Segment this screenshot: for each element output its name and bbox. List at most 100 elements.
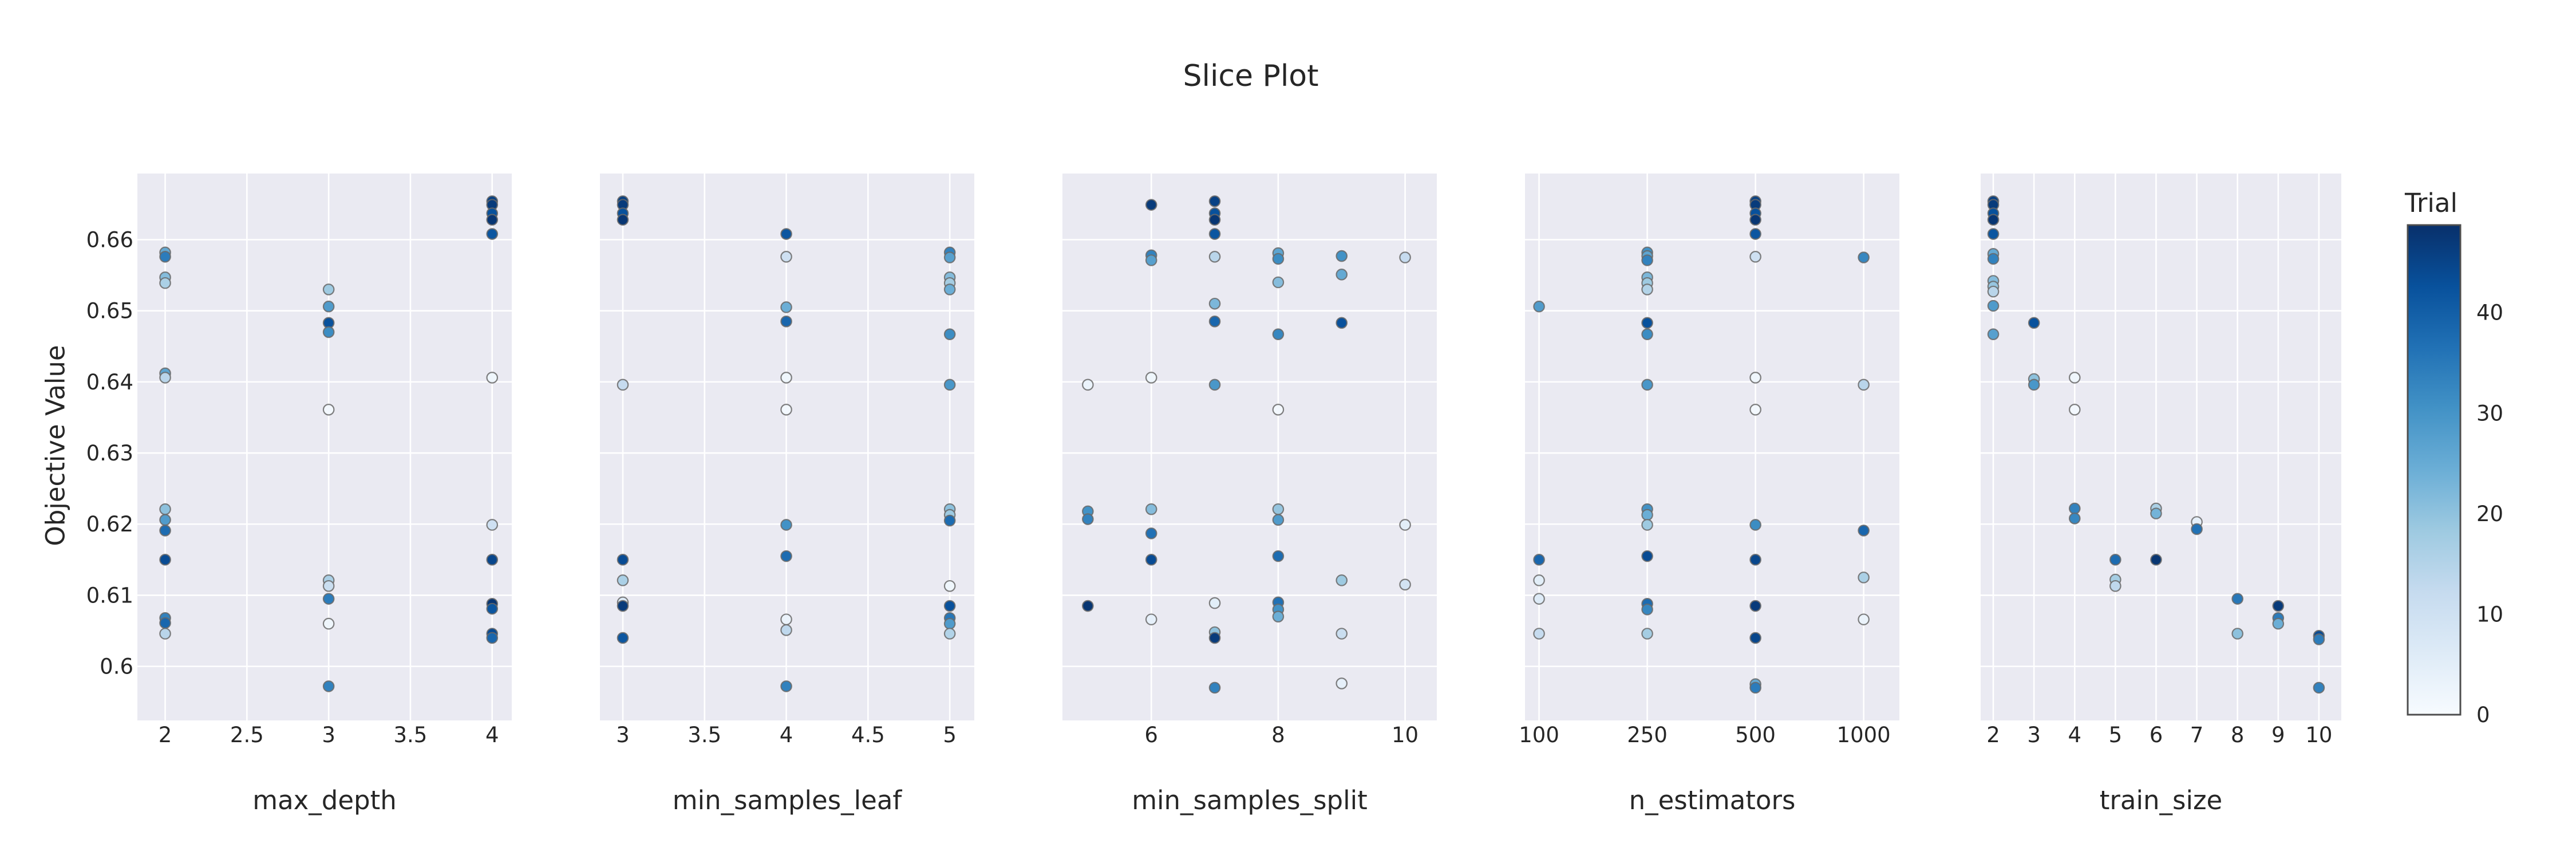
plot-background xyxy=(1062,174,1437,720)
trial-point xyxy=(1399,519,1411,531)
trial-point xyxy=(486,519,499,531)
trial-point xyxy=(617,554,629,566)
x-tick-label: 4 xyxy=(485,723,499,747)
trial-points xyxy=(1082,195,1411,694)
trial-points xyxy=(617,195,956,692)
trial-point xyxy=(617,379,629,391)
trial-point xyxy=(1145,254,1157,266)
trial-point xyxy=(1336,317,1348,329)
trial-point xyxy=(943,580,956,592)
trial-point xyxy=(1749,404,1761,416)
trial-point xyxy=(322,326,335,338)
trial-point xyxy=(322,300,335,313)
x-tick-label: 3 xyxy=(616,723,630,747)
trial-point xyxy=(322,593,335,605)
trial-point xyxy=(159,250,171,263)
trial-point xyxy=(1641,519,1653,531)
trial-point xyxy=(1145,554,1157,566)
trial-point xyxy=(1533,300,1545,313)
colorbar-tick-label: 40 xyxy=(2476,301,2503,325)
trial-point xyxy=(1533,554,1545,566)
trial-point xyxy=(1641,628,1653,640)
trial-point xyxy=(1336,250,1348,262)
trial-point xyxy=(1145,199,1157,211)
trial-point xyxy=(1208,597,1221,609)
trial-point xyxy=(1272,328,1285,340)
trial-point xyxy=(1272,404,1285,416)
trial-point xyxy=(780,404,792,416)
subplot-min_samples_leaf: 3 3.5 4 4.5 5 min_samples_leaf xyxy=(600,174,974,815)
trial-points xyxy=(159,195,499,692)
trial-point xyxy=(1145,503,1157,515)
trial-point xyxy=(159,525,171,537)
x-tick-label: 7 xyxy=(2190,723,2204,747)
trial-point xyxy=(943,251,956,263)
trial-point xyxy=(1272,550,1285,562)
trial-point xyxy=(617,600,629,612)
colorbar-tick-label: 30 xyxy=(2476,401,2503,425)
trial-point xyxy=(159,628,171,640)
colorbar-gradient xyxy=(2407,224,2462,716)
colorbar-tick-label: 20 xyxy=(2476,502,2503,526)
trial-point xyxy=(1336,677,1348,689)
trial-point xyxy=(1082,600,1094,612)
trial-point xyxy=(1208,297,1221,310)
trial-point xyxy=(159,617,171,629)
x-tick-label: 500 xyxy=(1735,723,1776,747)
x-tick-label: 4 xyxy=(780,723,793,747)
trial-point xyxy=(2150,507,2162,519)
trial-point xyxy=(1336,628,1348,640)
trial-point xyxy=(943,283,956,295)
trial-point xyxy=(1208,195,1221,207)
trial-point xyxy=(1749,250,1761,263)
trial-points xyxy=(1533,195,1870,694)
trial-point xyxy=(1749,600,1761,612)
trial-point xyxy=(1749,632,1761,644)
trial-point xyxy=(780,519,792,531)
x-tick-label: 3.5 xyxy=(394,723,428,747)
trial-point xyxy=(1272,253,1285,265)
trial-point xyxy=(2109,580,2121,592)
trial-point xyxy=(1987,328,2000,340)
trial-point xyxy=(2028,317,2040,329)
trial-point xyxy=(1272,610,1285,622)
trial-point xyxy=(1858,613,1870,625)
trial-point xyxy=(2028,379,2040,391)
x-tick-label: 2.5 xyxy=(230,723,264,747)
y-tick-label: 0.63 xyxy=(86,441,133,466)
trial-point xyxy=(780,228,792,240)
x-tick-label: 1000 xyxy=(1837,723,1891,747)
trial-point xyxy=(2068,502,2081,515)
trial-point xyxy=(1641,283,1653,295)
plot-background xyxy=(137,174,512,720)
figure-title: Slice Plot xyxy=(1183,59,1319,93)
y-tick-labels: 0.6 0.61 0.62 0.63 0.64 0.65 0.66 xyxy=(86,227,133,679)
trial-point xyxy=(1641,603,1653,616)
trial-point xyxy=(1749,554,1761,566)
trial-point xyxy=(1208,214,1221,226)
y-tick-label: 0.61 xyxy=(86,583,133,608)
trial-point xyxy=(943,328,956,340)
y-tick-label: 0.65 xyxy=(86,299,133,324)
trial-point xyxy=(780,372,792,384)
x-tick-label: 250 xyxy=(1627,723,1668,747)
x-tick-label: 10 xyxy=(1392,723,1419,747)
trial-point xyxy=(1641,379,1653,391)
trial-point xyxy=(1145,527,1157,539)
trial-point xyxy=(2191,523,2203,535)
trial-point xyxy=(322,283,335,295)
trial-point xyxy=(1858,572,1870,584)
x-tick-label: 8 xyxy=(2231,723,2245,747)
colorbar-title: Trial xyxy=(2404,188,2458,218)
trial-point xyxy=(780,301,792,313)
trial-point xyxy=(1641,550,1653,562)
trial-point xyxy=(2150,554,2162,566)
trial-point xyxy=(2068,404,2081,416)
trial-point xyxy=(1208,316,1221,328)
trial-point xyxy=(159,503,171,515)
plot-background xyxy=(1981,174,2341,720)
trial-point xyxy=(486,602,499,615)
x-tick-label: 6 xyxy=(1144,723,1158,747)
trial-point xyxy=(1987,285,2000,298)
x-tick-label: 3 xyxy=(2027,723,2041,747)
